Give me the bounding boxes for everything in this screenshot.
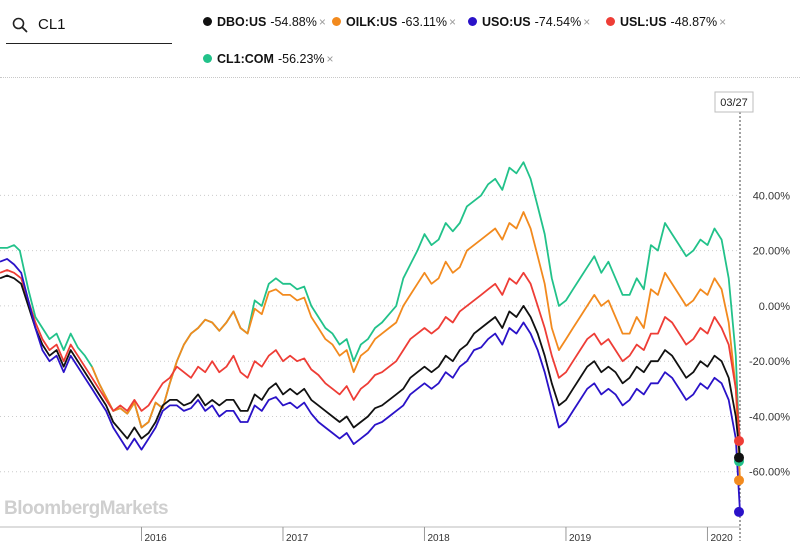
- series-line-oilkus: [91, 211, 741, 481]
- date-marker-label: 03/27: [720, 97, 748, 109]
- y-tick-label: 0.00%: [759, 301, 790, 313]
- series-color-dot: [606, 17, 615, 26]
- search-input[interactable]: CL1: [38, 16, 66, 33]
- y-tick-label: 20.00%: [753, 246, 791, 258]
- endpoint-dot-uslus: [734, 435, 744, 446]
- legend-ticker: CL1:COM: [217, 52, 274, 66]
- legend-change: -63.11%: [401, 15, 448, 29]
- search-icon: [12, 17, 28, 33]
- bloomberg-watermark: BloombergMarkets: [4, 498, 169, 519]
- legend-ticker: DBO:US: [217, 15, 267, 29]
- series-line-dbous: [0, 274, 741, 458]
- y-tick-label: -40.00%: [749, 411, 790, 423]
- legend-item-usl[interactable]: USL:US -48.87% ×: [606, 14, 726, 30]
- x-tick-label: 2017: [286, 533, 309, 544]
- series-line-uslus: [0, 269, 741, 442]
- remove-series-icon[interactable]: ×: [583, 15, 591, 29]
- series-color-dot: [203, 17, 212, 26]
- legend-ticker: USO:US: [482, 15, 531, 29]
- legend-change: -48.87%: [670, 15, 718, 29]
- remove-series-icon[interactable]: ×: [318, 15, 326, 29]
- series-color-dot: [203, 54, 212, 63]
- legend-item-cl1[interactable]: CL1:COM -56.23% ×: [203, 51, 334, 67]
- y-tick-label: -60.00%: [749, 467, 790, 479]
- plot-area: 40.00% 20.00% 0.00% -20.00% -40.00% -60.00% 20…: [0, 91, 791, 544]
- legend-change: -54.88%: [270, 15, 317, 29]
- legend-item-dbo[interactable]: DBO:US -54.88% ×: [203, 14, 326, 30]
- date-marker-box: [714, 91, 754, 113]
- x-tick-label: 2019: [569, 533, 592, 544]
- endpoint-dot-usous: [734, 506, 744, 517]
- header-divider: [0, 77, 800, 78]
- endpoint-dot-oilkus: [734, 475, 744, 486]
- series-color-dot: [468, 17, 477, 26]
- y-tick-label: 40.00%: [753, 190, 791, 202]
- x-tick-label: 2016: [144, 533, 167, 544]
- legend-change: -56.23%: [277, 52, 325, 66]
- search-box[interactable]: CL1: [6, 8, 172, 44]
- legend-item-uso[interactable]: USO:US -74.54% ×: [468, 14, 590, 30]
- x-tick-label: 2018: [427, 533, 450, 544]
- y-tick-label: -20.00%: [749, 356, 790, 368]
- remove-series-icon[interactable]: ×: [449, 15, 457, 29]
- remove-series-icon[interactable]: ×: [326, 52, 334, 66]
- endpoint-dot-dbous: [734, 452, 744, 463]
- legend-change: -74.54%: [534, 15, 582, 29]
- legend-item-oilk[interactable]: OILK:US -63.11% ×: [332, 14, 456, 30]
- legend-ticker: USL:US: [620, 15, 667, 29]
- series-color-dot: [332, 17, 341, 26]
- remove-series-icon[interactable]: ×: [719, 15, 727, 29]
- legend-ticker: OILK:US: [346, 15, 398, 29]
- series-line-usous: [0, 258, 741, 512]
- x-tick-label: 2020: [710, 533, 733, 544]
